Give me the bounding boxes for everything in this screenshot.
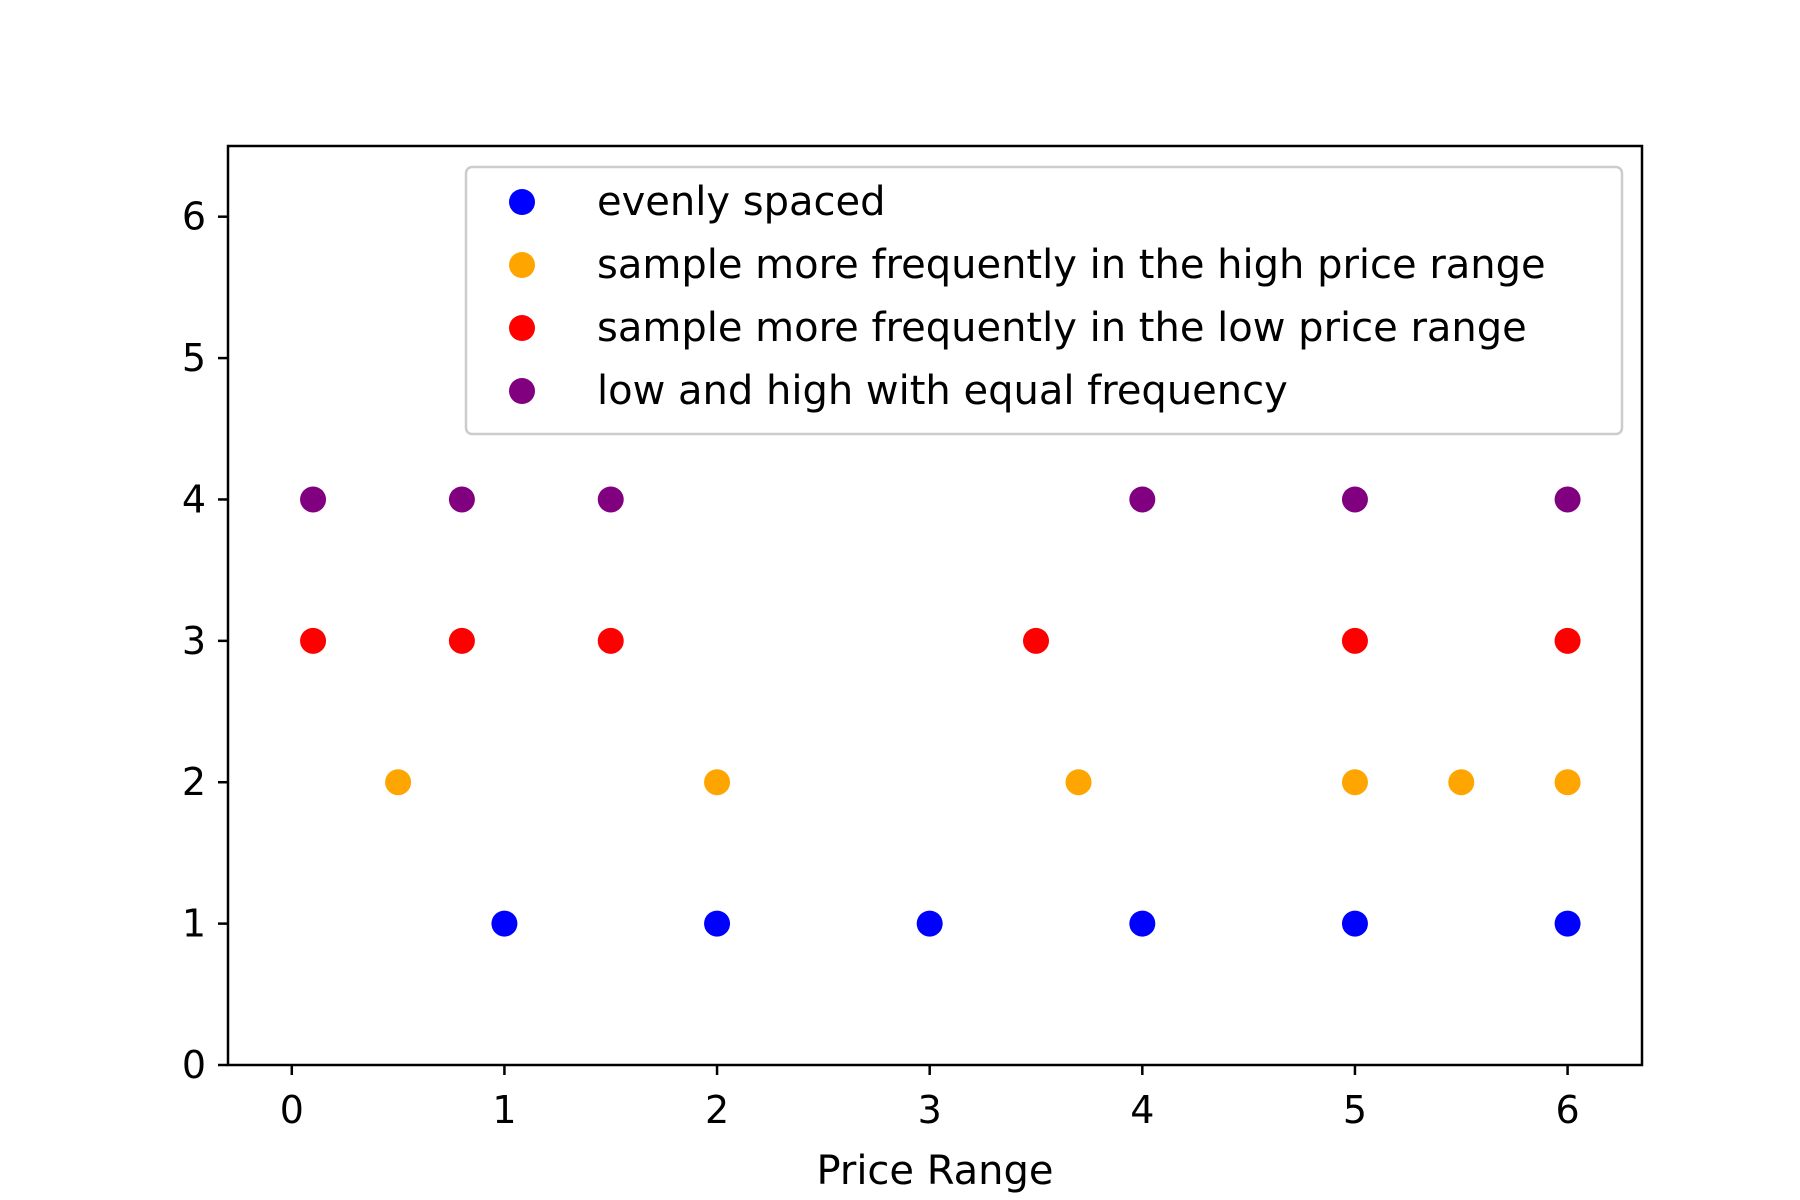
data-point — [300, 627, 327, 654]
data-point — [448, 627, 475, 654]
y-tick-label: 3 — [182, 619, 206, 663]
data-point — [1341, 910, 1368, 937]
y-tick-label: 4 — [182, 477, 206, 521]
data-point — [1065, 769, 1092, 796]
data-point — [597, 627, 624, 654]
data-point — [448, 486, 475, 513]
legend-label: sample more frequently in the low price … — [597, 305, 1527, 351]
plot-frame — [226, 144, 1644, 1067]
legend-marker — [509, 315, 535, 341]
legend-marker — [509, 252, 535, 278]
data-point — [1554, 486, 1581, 513]
legend-label: low and high with equal frequency — [597, 368, 1288, 414]
data-point — [1129, 910, 1156, 937]
x-tick-label: 2 — [705, 1088, 729, 1132]
x-tick-label: 6 — [1555, 1088, 1579, 1132]
data-point — [1341, 627, 1368, 654]
x-tick-label: 1 — [492, 1088, 516, 1132]
data-point — [1341, 769, 1368, 796]
data-point — [597, 486, 624, 513]
y-tick-label: 2 — [182, 760, 206, 804]
data-point — [1023, 627, 1049, 654]
legend-label: sample more frequently in the high price… — [597, 242, 1546, 288]
legend-box — [464, 165, 1624, 436]
data-point — [385, 769, 412, 796]
x-axis-ticks: 0 1 2 3 4 5 6 — [280, 1065, 1580, 1132]
x-axis-label: Price Range — [816, 1148, 1053, 1194]
x-tick-label: 0 — [280, 1088, 304, 1132]
data-point — [300, 486, 327, 513]
y-tick-label: 6 — [182, 195, 206, 239]
y-axis-ticks: 0 1 2 3 4 5 6 — [182, 195, 228, 1087]
data-point — [1341, 486, 1368, 513]
legend-marker — [509, 378, 535, 404]
data-point — [1448, 769, 1475, 796]
data-points — [300, 486, 1581, 937]
data-point — [916, 910, 943, 937]
x-tick-label: 5 — [1343, 1088, 1367, 1132]
data-point — [1129, 486, 1156, 513]
data-point — [491, 910, 518, 937]
data-point — [1554, 769, 1581, 796]
y-tick-label: 1 — [182, 902, 206, 946]
legend-label: evenly spaced — [597, 179, 885, 225]
legend: evenly spaced sample more frequently in t… — [464, 165, 1624, 436]
data-point — [1554, 910, 1581, 937]
x-tick-label: 4 — [1130, 1088, 1154, 1132]
data-point — [704, 769, 731, 796]
x-tick-label: 3 — [918, 1088, 942, 1132]
data-point — [1554, 627, 1581, 654]
y-tick-label: 5 — [182, 336, 206, 380]
data-point — [704, 910, 731, 937]
legend-marker — [509, 189, 535, 215]
y-tick-label: 0 — [182, 1043, 206, 1087]
